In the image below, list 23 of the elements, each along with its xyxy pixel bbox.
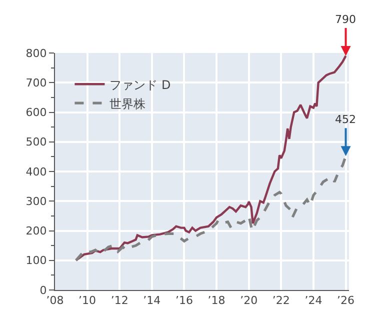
- annotation: 790: [335, 13, 356, 26]
- x-tick-label: ’12: [110, 294, 128, 308]
- x-tick-label: ’08: [46, 294, 64, 308]
- x-tick-label: ’22: [272, 294, 290, 308]
- y-tick-label: 500: [26, 136, 47, 149]
- y-tick-label: 700: [26, 76, 47, 90]
- x-tick-label: ’18: [208, 294, 226, 308]
- x-tick-label: ’24: [304, 294, 322, 308]
- legend-label: 世界株: [110, 96, 146, 111]
- y-tick-label: 0: [40, 284, 47, 297]
- y-tick-label: 400: [26, 165, 47, 178]
- y-tick-label: 300: [26, 194, 47, 208]
- x-tick-label: ’26: [337, 294, 355, 308]
- y-tick-label: 600: [26, 106, 47, 120]
- annotation: 452: [335, 113, 356, 126]
- x-tick-label: ’10: [78, 294, 96, 308]
- y-tick-label: 200: [26, 224, 47, 238]
- x-tick-label: ’20: [240, 294, 258, 308]
- y-tick-label: 100: [26, 254, 47, 268]
- x-tick-label: ’16: [175, 294, 193, 308]
- y-tick-label: 800: [26, 46, 47, 60]
- x-tick-label: ’14: [143, 294, 161, 308]
- legend-label: ファンド D: [110, 78, 171, 92]
